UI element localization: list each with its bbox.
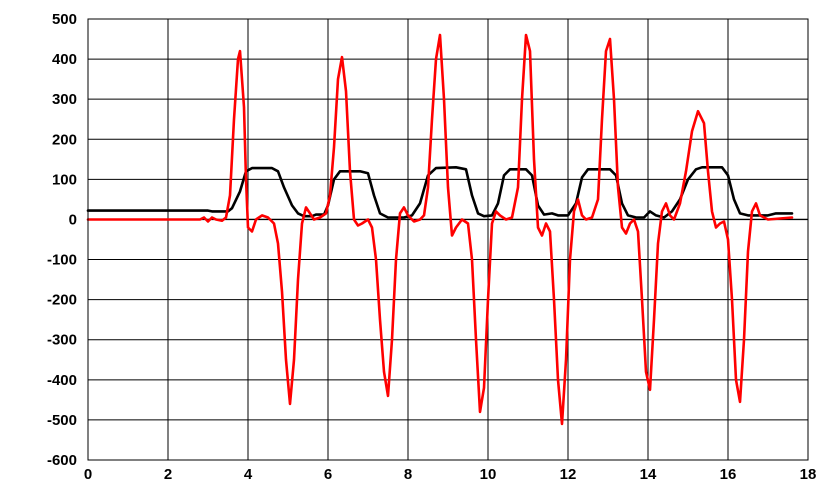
series-line-2: [86, 33, 794, 426]
y-tick-label: 200: [52, 131, 77, 148]
y-tick-label: -600: [47, 452, 77, 469]
plot-frame: [87, 18, 809, 461]
y-tick-label: -500: [47, 412, 77, 429]
y-tick-label: -200: [47, 292, 77, 309]
x-tick-label: 14: [640, 466, 657, 483]
x-tick-label: 16: [720, 466, 737, 483]
y-tick-label: 100: [52, 171, 77, 188]
y-tick-label: 400: [52, 51, 77, 68]
y-tick-label: 0: [69, 211, 77, 228]
x-tick-label: 2: [164, 466, 172, 483]
y-tick-label: -100: [47, 252, 77, 269]
grid-layer: [88, 19, 808, 460]
x-tick-label: 6: [324, 466, 332, 483]
x-tick-label: 10: [480, 466, 497, 483]
y-tick-label: -300: [47, 332, 77, 349]
x-tick-label: 18: [800, 466, 817, 483]
y-tick-label: 500: [52, 11, 77, 28]
x-tick-label: 0: [84, 466, 92, 483]
y-tick-label: 300: [52, 91, 77, 108]
x-tick-label: 4: [244, 466, 253, 483]
x-tick-label: 8: [404, 466, 412, 483]
y-tick-label: -400: [47, 372, 77, 389]
series-line-1: [86, 166, 794, 219]
series-layer: [86, 33, 794, 426]
tick-labels: 0 2 4 6 8 10 12 14 16 18 500 400 300 200 100 0 -100 -200 -…: [47, 11, 816, 483]
x-tick-label: 12: [560, 466, 577, 483]
